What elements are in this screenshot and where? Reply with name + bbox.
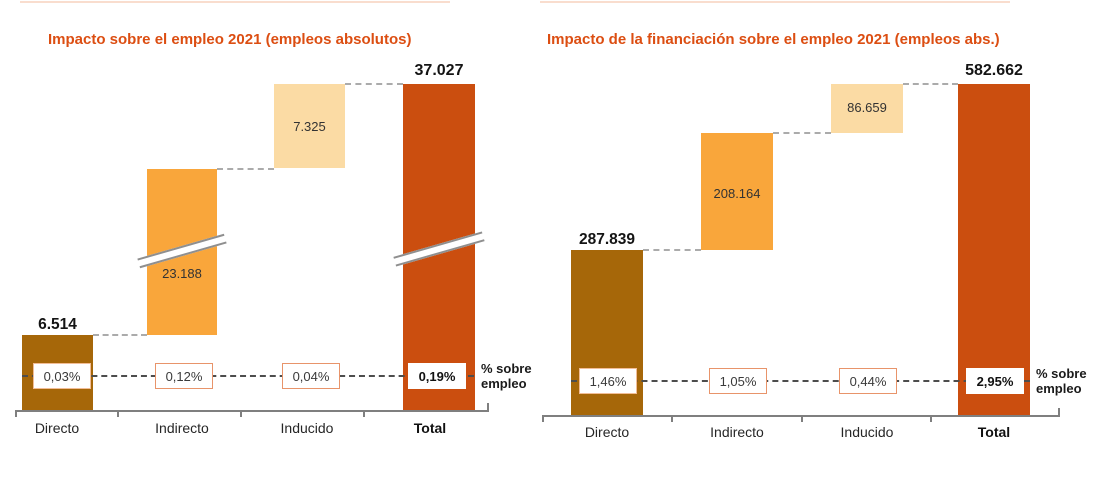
axis-tick	[542, 416, 544, 422]
connector-line	[217, 168, 274, 170]
pct-box: 1,46%	[579, 368, 637, 394]
pct-box: 0,44%	[839, 368, 897, 394]
pct-dashed-line	[22, 375, 474, 377]
right-bar-total	[958, 84, 1030, 415]
category-label: Inducido	[840, 424, 894, 440]
pct-axis-label: % sobre empleo	[1036, 366, 1087, 396]
bar-value-label: 7.325	[293, 119, 326, 134]
axis-tick	[15, 411, 17, 417]
category-label: Inducido	[280, 420, 334, 436]
pct-dashed-line	[571, 380, 1030, 382]
axis-tick	[671, 416, 673, 422]
bar-value-label: 37.027	[414, 62, 464, 79]
category-label: Indirecto	[710, 424, 764, 440]
x-axis	[15, 410, 489, 412]
pct-axis-label-line2: empleo	[1036, 381, 1082, 396]
pct-box: 0,04%	[282, 363, 340, 389]
connector-line	[903, 83, 958, 85]
cropped-top-artifact	[20, 1, 450, 3]
pct-box: 0,12%	[155, 363, 213, 389]
category-label: Total	[413, 420, 447, 436]
bar-value-label: 582.662	[965, 62, 1023, 79]
bar-value-label: 208.164	[713, 186, 761, 201]
category-label: Indirecto	[155, 420, 209, 436]
pct-axis-label-line1: % sobre	[1036, 366, 1087, 381]
right-bar-inducido	[831, 84, 903, 133]
bar-value-label: 86.659	[847, 100, 887, 115]
axis-tick	[240, 411, 242, 417]
pct-axis-label-line2: empleo	[481, 376, 527, 391]
pct-box: 1,05%	[709, 368, 767, 394]
cropped-top-artifact	[540, 1, 1010, 3]
axis-tick	[117, 411, 119, 417]
connector-line	[93, 334, 147, 336]
bar-value-label: 6.514	[38, 316, 77, 333]
axis-end-tick	[487, 403, 489, 411]
axis-tick	[363, 411, 365, 417]
left-chart-title: Impacto sobre el empleo 2021 (empleos ab…	[48, 31, 412, 48]
axis-tick	[801, 416, 803, 422]
connector-line	[643, 249, 701, 251]
left-bar-inducido	[274, 84, 345, 168]
bar-value-label: 23.188	[162, 266, 202, 281]
right-bar-indirecto	[701, 133, 773, 250]
pct-box: 2,95%	[966, 368, 1024, 394]
connector-line	[345, 83, 403, 85]
pct-box: 0,03%	[33, 363, 91, 389]
category-label: Total	[977, 424, 1011, 440]
connector-line	[773, 132, 831, 134]
axis-tick	[930, 416, 932, 422]
pct-axis-label: % sobre empleo	[481, 361, 532, 391]
right-chart-title: Impacto de la financiación sobre el empl…	[547, 31, 1000, 48]
axis-end-tick	[1058, 408, 1060, 416]
category-label: Directo	[34, 420, 80, 436]
bar-value-label: 287.839	[578, 231, 636, 248]
category-label: Directo	[584, 424, 630, 440]
pct-box: 0,19%	[408, 363, 466, 389]
pct-axis-label-line1: % sobre	[481, 361, 532, 376]
